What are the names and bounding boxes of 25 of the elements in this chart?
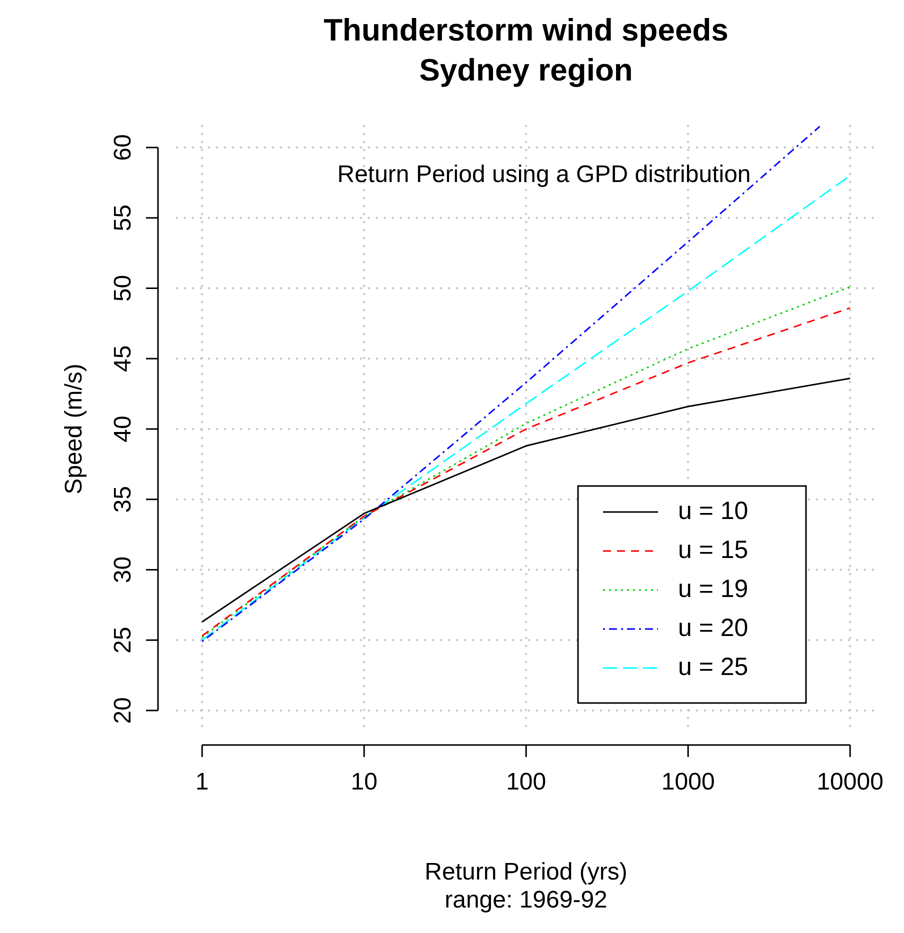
legend-label: u = 19	[678, 574, 748, 603]
y-tick-label: 20	[110, 697, 137, 724]
y-tick-label: 25	[110, 626, 137, 654]
y-tick-label: 30	[110, 556, 137, 584]
legend-label: u = 15	[678, 536, 748, 564]
y-tick-label: 60	[110, 134, 137, 161]
x-tick-label: 10000	[816, 768, 884, 796]
y-tick-label: 40	[110, 416, 137, 442]
annotation: Return Period using a GPD distribution	[337, 161, 751, 188]
x-tick-label: 10	[350, 768, 378, 796]
legend-label: u = 10	[678, 496, 748, 525]
y-tick-label: 45	[110, 345, 137, 372]
x-axis-title: Return Period (yrs)	[424, 858, 628, 886]
chart-subtitle: Sydney region	[419, 52, 633, 88]
legend-label: u = 20	[678, 614, 748, 642]
text: range: 1969-92	[444, 886, 608, 914]
legend-label: u = 25	[678, 652, 748, 681]
y-tick-label: 35	[110, 486, 137, 513]
y-tick-label: 50	[110, 274, 137, 302]
x-tick-label: 1	[195, 768, 209, 796]
chart-title: Thunderstorm wind speeds	[324, 12, 728, 48]
y-axis-title: Speed (m/s)	[60, 364, 88, 494]
x-tick-label: 100	[506, 768, 546, 796]
x-tick-label: 1000	[661, 768, 715, 796]
y-tick-label: 55	[110, 204, 137, 232]
